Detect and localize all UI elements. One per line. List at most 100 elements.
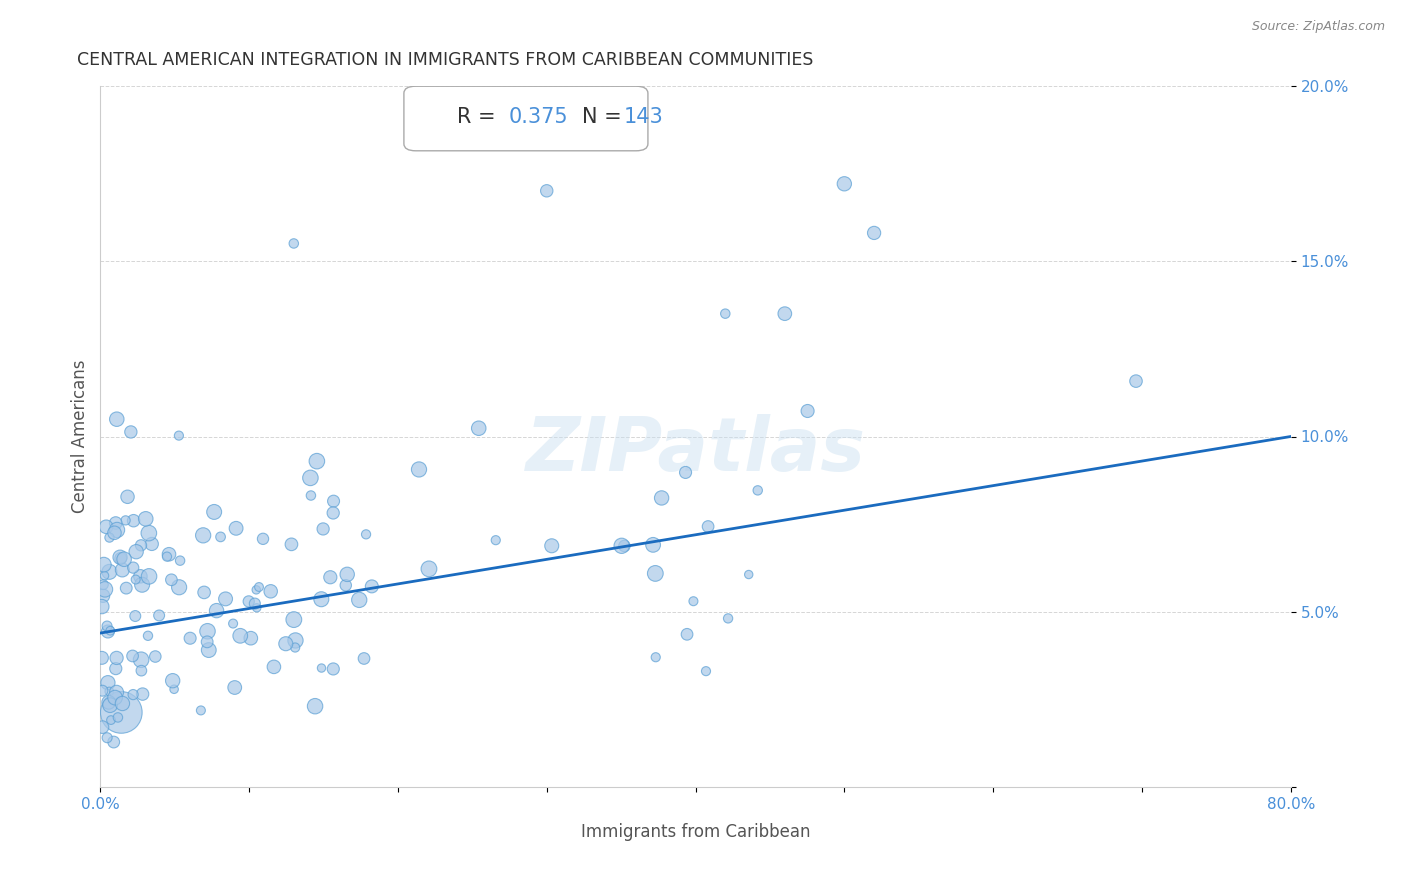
Point: [336, 567, 359, 582]
Point: [863, 226, 886, 240]
Point: [312, 522, 335, 536]
Point: [714, 307, 737, 321]
Point: [91, 589, 114, 603]
Y-axis label: Central Americans: Central Americans: [72, 359, 89, 513]
Point: [97, 675, 120, 690]
Point: [467, 421, 489, 435]
Point: [103, 735, 125, 749]
Point: [238, 594, 260, 608]
Point: [682, 594, 704, 608]
Point: [105, 412, 128, 426]
Point: [108, 550, 131, 565]
Text: 0.375: 0.375: [509, 107, 568, 127]
Point: [148, 608, 170, 623]
Point: [129, 538, 152, 552]
Point: [260, 584, 283, 599]
Point: [98, 684, 121, 698]
Point: [105, 523, 128, 537]
Point: [141, 537, 163, 551]
Point: [1125, 374, 1147, 388]
Point: [96, 520, 118, 534]
Point: [243, 597, 266, 611]
Text: CENTRAL AMERICAN INTEGRATION IN IMMIGRANTS FROM CARIBBEAN COMMUNITIES: CENTRAL AMERICAN INTEGRATION IN IMMIGRAN…: [76, 51, 813, 69]
Point: [138, 569, 160, 583]
Point: [322, 494, 344, 508]
Point: [107, 710, 129, 724]
Point: [205, 604, 228, 618]
Point: [122, 514, 145, 528]
Point: [97, 624, 120, 639]
Point: [138, 526, 160, 541]
Point: [651, 491, 673, 505]
Point: [125, 544, 148, 558]
Point: [540, 539, 562, 553]
Point: [112, 552, 135, 566]
Point: [214, 591, 236, 606]
Point: [131, 687, 153, 701]
Text: N =: N =: [582, 107, 628, 127]
Point: [747, 483, 769, 498]
Point: [274, 637, 297, 651]
Point: [263, 660, 285, 674]
Point: [162, 673, 184, 688]
Point: [322, 662, 344, 676]
Point: [97, 695, 120, 709]
Point: [738, 567, 761, 582]
Point: [122, 560, 145, 574]
Point: [796, 404, 818, 418]
X-axis label: Immigrants from Caribbean: Immigrants from Caribbean: [581, 823, 810, 841]
Point: [229, 629, 252, 643]
Point: [239, 631, 262, 645]
Point: [160, 573, 183, 587]
Point: [353, 651, 375, 665]
Point: [91, 683, 114, 698]
Point: [697, 519, 720, 533]
Point: [354, 527, 377, 541]
Point: [610, 539, 633, 553]
Point: [100, 713, 122, 727]
FancyBboxPatch shape: [404, 87, 648, 151]
Point: [124, 609, 146, 624]
Point: [485, 533, 508, 548]
Point: [110, 706, 132, 720]
Point: [202, 505, 225, 519]
Point: [717, 611, 740, 625]
Point: [224, 681, 246, 695]
Point: [536, 184, 558, 198]
Point: [408, 462, 430, 476]
Point: [90, 599, 112, 614]
Point: [114, 513, 136, 527]
Point: [676, 627, 699, 641]
Point: [117, 490, 139, 504]
Point: [129, 653, 152, 667]
Point: [98, 624, 121, 638]
Point: [91, 720, 114, 734]
Point: [90, 651, 112, 665]
Point: [93, 577, 115, 591]
Point: [96, 619, 118, 633]
Point: [280, 537, 302, 551]
Point: [190, 703, 212, 717]
Point: [284, 640, 307, 655]
Point: [193, 585, 215, 599]
Point: [121, 648, 143, 663]
Point: [284, 633, 307, 648]
Point: [644, 566, 666, 581]
Text: R =: R =: [457, 107, 503, 127]
Point: [283, 613, 305, 627]
Point: [167, 580, 190, 594]
Point: [103, 525, 125, 540]
Point: [349, 593, 371, 607]
Point: [110, 551, 132, 566]
Point: [191, 528, 214, 542]
Point: [104, 516, 127, 530]
Point: [157, 547, 180, 561]
Text: Source: ZipAtlas.com: Source: ZipAtlas.com: [1251, 20, 1385, 33]
Point: [93, 568, 115, 582]
Point: [418, 562, 440, 576]
Text: 143: 143: [624, 107, 664, 127]
Point: [156, 549, 179, 564]
Point: [641, 538, 664, 552]
Point: [197, 624, 219, 639]
Point: [610, 131, 633, 145]
